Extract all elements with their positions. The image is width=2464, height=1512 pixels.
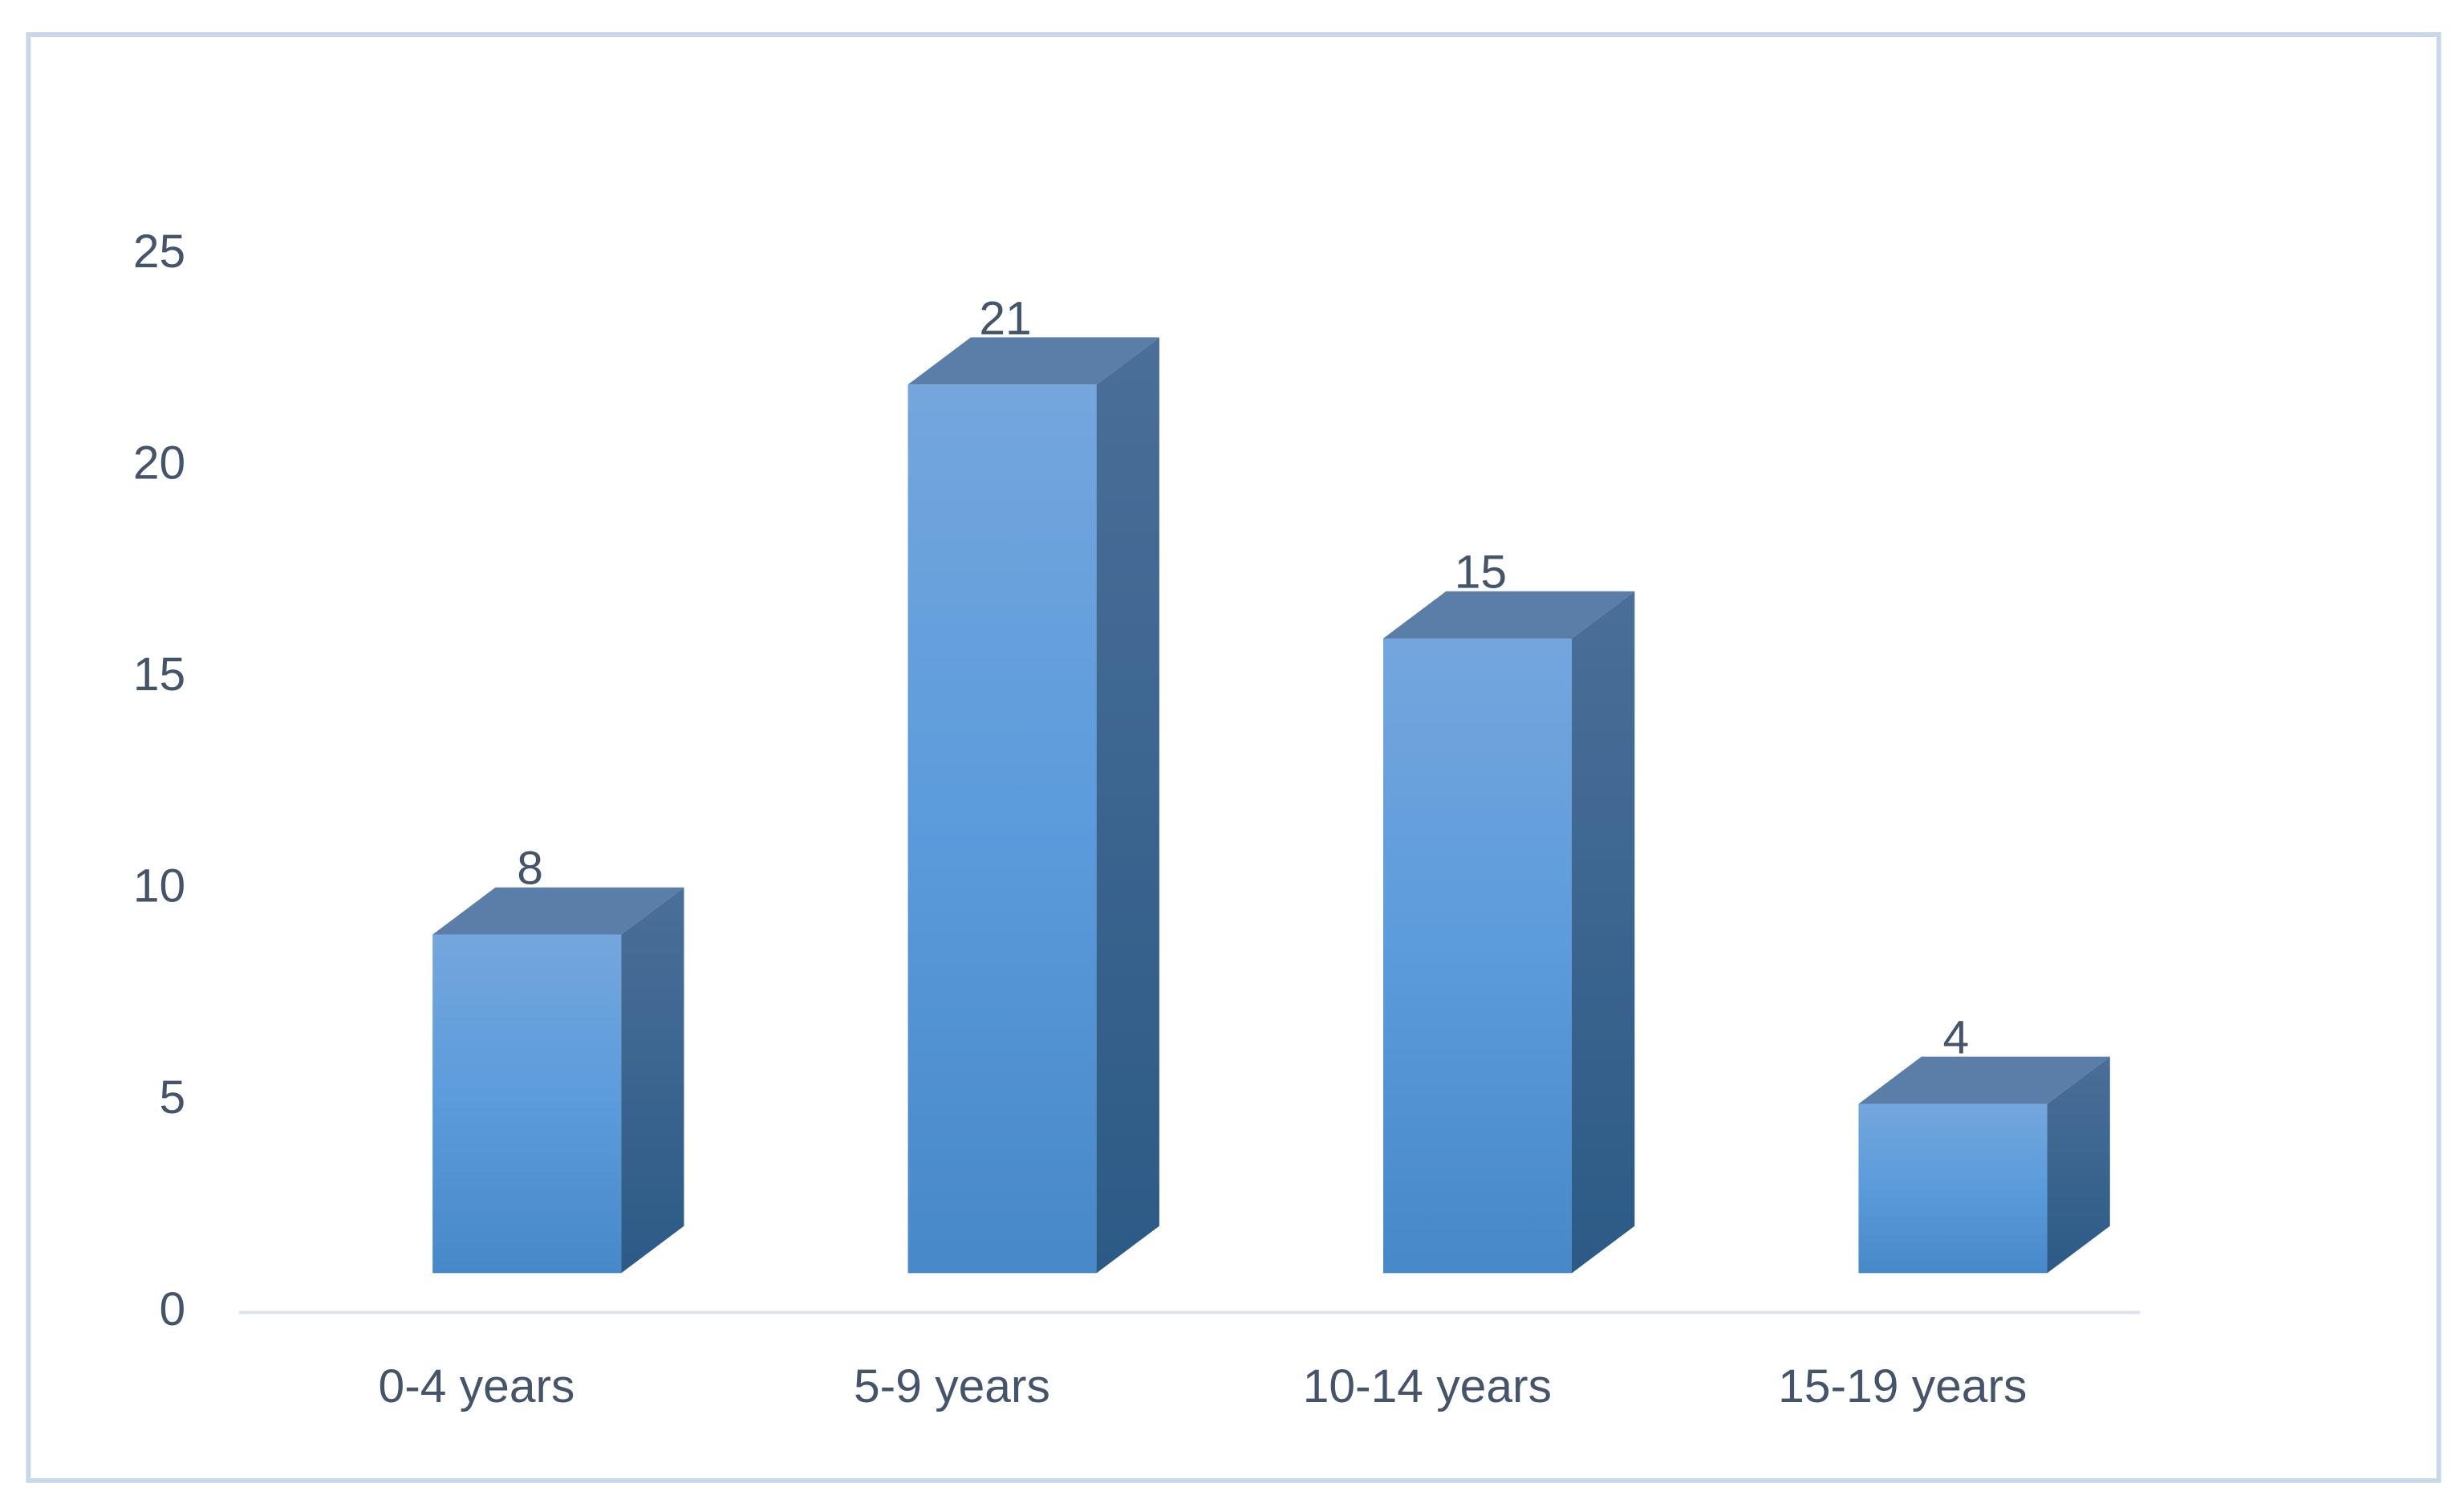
y-tick-label: 20: [133, 437, 185, 489]
bar: [1858, 1104, 2048, 1274]
bar-side: [1096, 337, 1159, 1274]
bar: [1382, 638, 1573, 1274]
y-tick-label: 25: [133, 226, 185, 278]
bar-top: [432, 887, 684, 935]
bar: [907, 384, 1097, 1274]
bar-side: [2047, 1056, 2110, 1274]
value-label: 15: [1455, 547, 1507, 599]
bar-side: [621, 887, 684, 1274]
y-tick-label: 10: [133, 860, 185, 912]
y-tick-label: 5: [160, 1071, 186, 1124]
bar-top: [907, 337, 1159, 385]
x-tick-label: 0-4 years: [379, 1360, 575, 1412]
bar-top: [1858, 1056, 2110, 1104]
y-tick-label: 0: [160, 1283, 186, 1335]
chart-frame: [26, 32, 2442, 1483]
value-label: 21: [979, 292, 1031, 344]
value-label: 8: [517, 843, 543, 895]
bar-side: [1572, 591, 1635, 1274]
x-tick-label: 5-9 years: [854, 1360, 1050, 1412]
bar-top: [1382, 591, 1635, 639]
y-tick-label: 15: [133, 648, 185, 701]
bar: [432, 934, 622, 1274]
value-label: 4: [1942, 1012, 1969, 1064]
x-tick-label: 10-14 years: [1303, 1360, 1552, 1412]
x-tick-label: 15-19 years: [1778, 1360, 2027, 1412]
